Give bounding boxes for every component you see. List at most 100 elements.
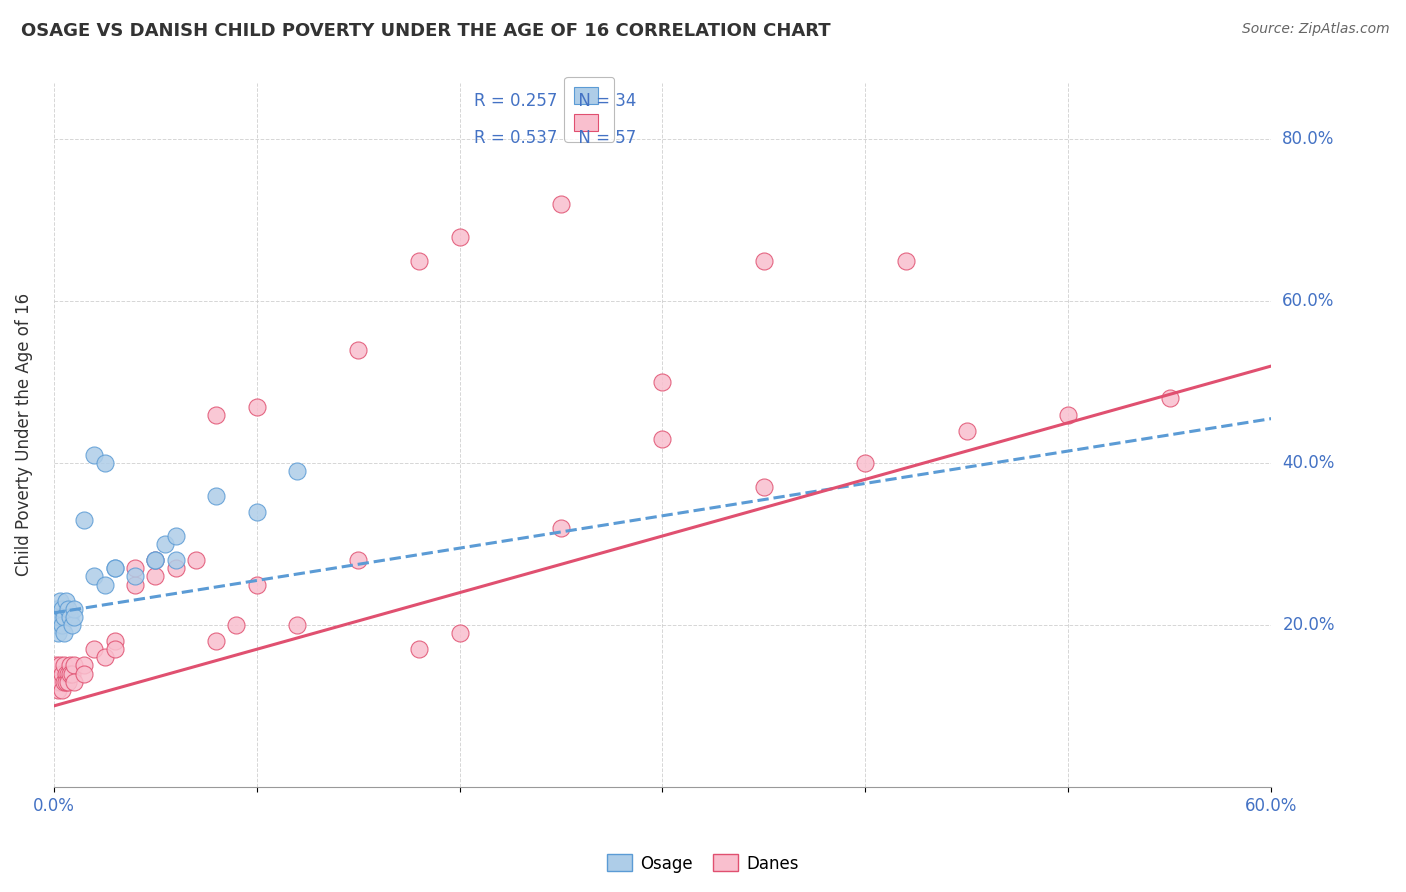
Point bbox=[46, 602, 69, 616]
Point bbox=[83, 448, 105, 462]
Point bbox=[55, 593, 77, 607]
Point bbox=[83, 642, 105, 657]
Point bbox=[165, 561, 187, 575]
Point bbox=[894, 253, 917, 268]
Point bbox=[104, 634, 127, 648]
Point bbox=[752, 253, 775, 268]
Point bbox=[246, 505, 269, 519]
Point bbox=[51, 682, 73, 697]
Point bbox=[93, 577, 115, 591]
Point bbox=[165, 553, 187, 567]
Point bbox=[225, 618, 247, 632]
Point bbox=[752, 480, 775, 494]
Text: 40.0%: 40.0% bbox=[1282, 454, 1334, 472]
Point bbox=[46, 626, 69, 640]
Point bbox=[143, 553, 166, 567]
Point bbox=[651, 376, 673, 390]
Point bbox=[60, 618, 83, 632]
Point bbox=[49, 593, 72, 607]
Text: 80.0%: 80.0% bbox=[1282, 130, 1334, 148]
Point bbox=[93, 650, 115, 665]
Point bbox=[49, 674, 72, 689]
Point bbox=[56, 666, 79, 681]
Point bbox=[73, 658, 96, 673]
Point bbox=[55, 666, 77, 681]
Point bbox=[550, 197, 572, 211]
Point bbox=[51, 602, 73, 616]
Point bbox=[55, 674, 77, 689]
Point bbox=[143, 553, 166, 567]
Point bbox=[83, 569, 105, 583]
Text: OSAGE VS DANISH CHILD POVERTY UNDER THE AGE OF 16 CORRELATION CHART: OSAGE VS DANISH CHILD POVERTY UNDER THE … bbox=[21, 22, 831, 40]
Point bbox=[63, 602, 86, 616]
Point bbox=[956, 424, 979, 438]
Point bbox=[104, 561, 127, 575]
Point bbox=[63, 658, 86, 673]
Point bbox=[45, 658, 67, 673]
Point bbox=[51, 618, 73, 632]
Text: R = 0.537    N = 57: R = 0.537 N = 57 bbox=[474, 129, 636, 147]
Point bbox=[73, 666, 96, 681]
Point bbox=[73, 513, 96, 527]
Point bbox=[205, 489, 228, 503]
Text: R = 0.257    N = 34: R = 0.257 N = 34 bbox=[474, 92, 636, 110]
Point bbox=[45, 666, 67, 681]
Point bbox=[155, 537, 177, 551]
Point bbox=[53, 610, 76, 624]
Point bbox=[184, 553, 207, 567]
Point bbox=[49, 610, 72, 624]
Point bbox=[49, 666, 72, 681]
Point bbox=[51, 666, 73, 681]
Point bbox=[56, 602, 79, 616]
Point bbox=[60, 666, 83, 681]
Y-axis label: Child Poverty Under the Age of 16: Child Poverty Under the Age of 16 bbox=[15, 293, 32, 576]
Point bbox=[49, 658, 72, 673]
Point bbox=[45, 618, 67, 632]
Point bbox=[1057, 408, 1080, 422]
Legend: , : , bbox=[564, 77, 614, 142]
Point bbox=[45, 610, 67, 624]
Point bbox=[550, 521, 572, 535]
Point bbox=[104, 642, 127, 657]
Point bbox=[53, 626, 76, 640]
Point bbox=[347, 553, 370, 567]
Point bbox=[246, 577, 269, 591]
Point bbox=[143, 553, 166, 567]
Point bbox=[59, 666, 82, 681]
Point bbox=[46, 666, 69, 681]
Point bbox=[124, 561, 146, 575]
Point bbox=[45, 602, 67, 616]
Text: Source: ZipAtlas.com: Source: ZipAtlas.com bbox=[1241, 22, 1389, 37]
Point bbox=[408, 253, 430, 268]
Point bbox=[449, 626, 471, 640]
Point bbox=[93, 456, 115, 470]
Point bbox=[449, 229, 471, 244]
Point bbox=[285, 618, 308, 632]
Text: 20.0%: 20.0% bbox=[1282, 616, 1334, 634]
Point bbox=[347, 343, 370, 357]
Point bbox=[104, 561, 127, 575]
Point bbox=[205, 634, 228, 648]
Point bbox=[853, 456, 876, 470]
Point bbox=[56, 674, 79, 689]
Point bbox=[46, 682, 69, 697]
Legend: Osage, Danes: Osage, Danes bbox=[600, 847, 806, 880]
Point bbox=[53, 658, 76, 673]
Point bbox=[63, 610, 86, 624]
Point bbox=[285, 464, 308, 478]
Point bbox=[408, 642, 430, 657]
Point bbox=[205, 408, 228, 422]
Text: 60.0%: 60.0% bbox=[1282, 293, 1334, 310]
Point bbox=[124, 569, 146, 583]
Point bbox=[124, 577, 146, 591]
Point bbox=[45, 674, 67, 689]
Point bbox=[1159, 392, 1181, 406]
Point bbox=[165, 529, 187, 543]
Point bbox=[143, 569, 166, 583]
Point bbox=[59, 658, 82, 673]
Point bbox=[246, 400, 269, 414]
Point bbox=[63, 674, 86, 689]
Point bbox=[53, 674, 76, 689]
Point bbox=[651, 432, 673, 446]
Point bbox=[46, 618, 69, 632]
